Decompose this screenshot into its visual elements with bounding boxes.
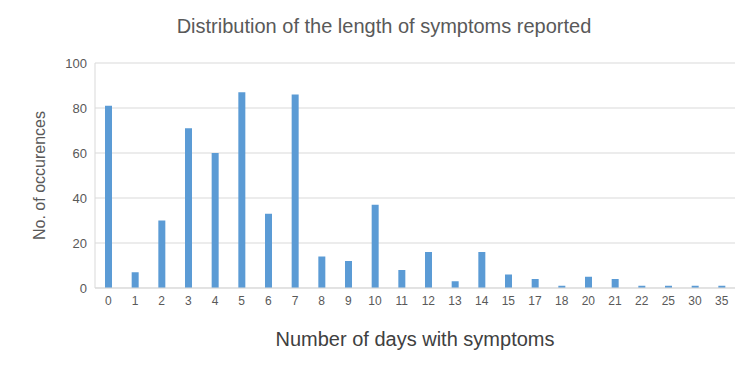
svg-text:1: 1 [132,294,139,308]
svg-text:17: 17 [528,294,542,308]
svg-text:22: 22 [635,294,649,308]
svg-text:30: 30 [688,294,702,308]
svg-text:Number of days with symptoms: Number of days with symptoms [276,328,555,350]
svg-text:60: 60 [73,146,87,161]
svg-text:21: 21 [608,294,622,308]
html-text:Distribution of the length of: Distribution of the length of symptoms r… [176,15,592,37]
svg-text:18: 18 [555,294,569,308]
svg-text:10: 10 [368,294,382,308]
svg-text:0: 0 [80,281,87,296]
svg-text:6: 6 [265,294,272,308]
svg-text:100: 100 [65,56,87,71]
svg-text:20: 20 [582,294,596,308]
svg-text:13: 13 [448,294,462,308]
svg-text:No. of occurences: No. of occurences [31,111,48,240]
svg-text:3: 3 [185,294,192,308]
svg-text:8: 8 [318,294,325,308]
svg-text:11: 11 [395,294,408,308]
svg-text:7: 7 [292,294,299,308]
svg-text:2: 2 [158,294,165,308]
svg-text:40: 40 [73,191,87,206]
svg-text:20: 20 [73,236,87,251]
svg-text:15: 15 [502,294,516,308]
svg-text:80: 80 [73,101,87,116]
svg-text:14: 14 [475,294,489,308]
svg-text:4: 4 [212,294,219,308]
svg-text:35: 35 [715,294,729,308]
svg-text:0: 0 [105,294,112,308]
svg-text:5: 5 [238,294,245,308]
svg-text:25: 25 [662,294,676,308]
svg-text:9: 9 [345,294,352,308]
svg-text:12: 12 [422,294,436,308]
